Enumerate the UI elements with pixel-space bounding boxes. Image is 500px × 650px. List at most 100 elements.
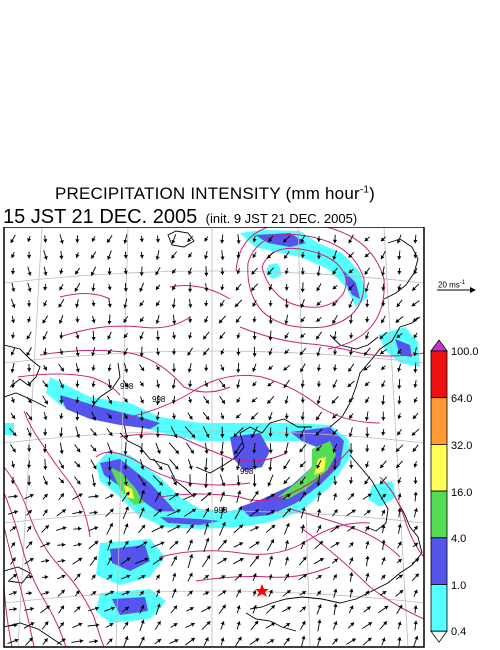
wind-vector-head [91,367,96,371]
wind-vector-head [44,383,48,388]
wind-vector-head [220,366,225,371]
wind-vector-head [348,269,353,274]
wind-vector-head [205,591,210,596]
wind-vector-head [381,417,386,421]
wind-vector-head [125,491,130,496]
wind-vector-head [252,238,257,243]
wind-vector-head [75,417,80,421]
isobar-contour [59,293,111,300]
wind-vector-head [283,238,288,243]
wind-vector-head [396,464,401,468]
wind-vector-head [348,253,353,258]
wind-vector-head [160,541,165,546]
wind-vector-head [77,542,82,547]
wind-vector-head [381,401,386,405]
wind-vector-head [60,367,64,372]
wind-vector-head [27,510,32,514]
wind-vector-head [300,416,305,421]
wind-vector-head [332,351,338,355]
wind-vector-head [107,303,112,308]
wind-vector-head [190,637,195,642]
latitude-line [4,270,424,284]
wind-vector-head [204,450,209,454]
wind-vector-head [235,286,240,291]
wind-vector-head [172,286,176,291]
wind-vector-head [92,482,97,487]
wind-vector-head [286,590,291,594]
wind-vector-head [268,337,273,341]
wind-vector-head [173,481,177,486]
wind-vector-head [11,415,16,419]
wind-vector-head [284,350,289,354]
wind-vector-head [399,590,404,594]
wind-vector-head [14,494,18,499]
wind-vector-head [10,399,15,403]
wind-vector-head [107,286,112,291]
wind-vector-head [236,482,241,486]
wind-vector-head [61,558,66,563]
wind-vector-head [11,542,15,547]
wind-vector-head [27,482,32,486]
wind-vector-head [76,573,81,578]
wind-vector-head [235,466,240,470]
wind-vector-head [43,239,48,243]
wind-vector-head [365,448,370,452]
isobar-contour [235,227,385,350]
wind-vector-head [139,353,144,357]
wind-vector-head [171,239,176,244]
wind-vector-head [155,401,160,405]
isobar-label: 998 [120,382,134,391]
wind-vector-head [382,493,386,498]
wind-vector-head [413,508,418,512]
wind-vector-head [300,318,305,323]
wind-vector-head [44,621,49,626]
wind-vector-head [415,573,419,578]
wind-vector-head [365,555,370,560]
wind-vector-head [107,414,112,419]
wind-vector-head [284,270,289,275]
wind-vector-head [366,606,371,611]
latitude-line [4,350,424,364]
wind-vector-head [158,466,163,470]
wind-vector-head [332,414,337,419]
wind-vector-head [125,506,129,511]
wind-vector-head [125,606,129,611]
wind-vector-head [91,574,96,579]
wind-vector-head [156,302,160,307]
coastline-segment [249,498,423,610]
wind-vector-head [316,482,321,487]
wind-vector-head [29,494,34,498]
colorbar-label: 64.0 [451,393,473,405]
wind-vector-head [27,382,31,387]
wind-vector-head [381,319,385,324]
wind-vector-head [300,368,304,373]
wind-vector-head [173,556,177,561]
wind-vector-head [140,318,144,322]
wind-vector-head [27,303,32,307]
colorbar-label: 100.0 [451,346,479,358]
wind-vector-head [174,639,179,643]
colorbar-segment [430,350,448,399]
wind-vector-head [11,464,16,468]
time-line: 15 JST 21 DEC. 2005 (init. 9 JST 21 DEC.… [3,206,357,229]
wind-vector-head [173,623,178,627]
wind-vector-head [44,575,49,580]
wind-vector-head [220,239,225,244]
wind-vector-head [92,591,97,595]
wind-vector-head [412,415,417,419]
wind-vector-head [413,270,418,275]
wind-vector-head [317,508,322,513]
wind-vector-head [75,270,79,275]
wind-vector-head [268,286,273,291]
wind-vector-head [333,493,338,497]
wind-vector-head [141,524,146,529]
wind-vector-head [397,367,402,372]
wind-vector-head [141,575,146,579]
wind-vector-head [139,382,144,387]
wind-vector-head [255,541,260,546]
wind-vector-head [188,270,192,275]
wind-vector-head [109,508,114,513]
colorbar-segment [430,584,448,632]
wind-vector-head [332,466,337,470]
wind-vector-head [75,590,80,595]
